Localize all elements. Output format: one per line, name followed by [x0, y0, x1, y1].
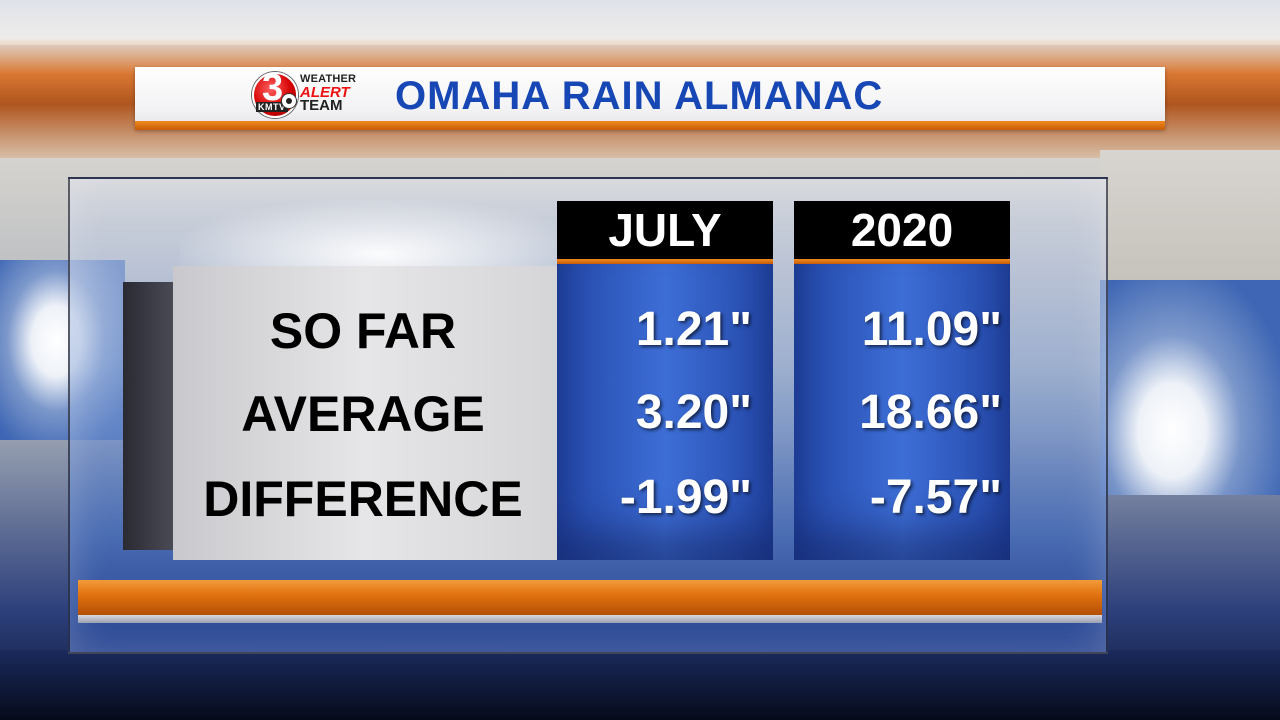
logo-wordmark: WEATHER ALERT TEAM: [300, 73, 357, 114]
logo-channel-number: 3: [262, 67, 284, 109]
row-label-average: AVERAGE: [241, 386, 485, 442]
header-bar: [135, 67, 1165, 129]
logo-station-name: KMTV: [256, 102, 288, 112]
logo-line-weather: WEATHER: [300, 73, 357, 85]
value-july-difference: -1.99": [619, 471, 752, 524]
background-panels: [1100, 150, 1280, 280]
row-label-so-far: SO FAR: [269, 303, 457, 359]
logo-line-team: TEAM: [300, 97, 343, 114]
column-header-july: JULY: [557, 201, 773, 259]
column-header-accent: [794, 259, 1010, 264]
value-2020-average: 18.66": [859, 386, 1002, 439]
value-july-so-far: 1.21": [635, 303, 752, 356]
column-header-2020: 2020: [794, 201, 1010, 259]
label-panel: [173, 266, 557, 560]
value-july-average: 3.20": [635, 386, 752, 439]
background-bottom: [0, 650, 1280, 720]
cbs-eye-icon: [281, 93, 297, 109]
column-body-2020: [794, 264, 1010, 560]
value-2020-so-far: 11.09": [861, 303, 1002, 356]
footer-strip: [78, 615, 1102, 623]
page-title: OMAHA RAIN ALMANAC: [395, 74, 884, 118]
column-header-accent: [557, 259, 773, 264]
label-panel-shadow: [123, 282, 173, 550]
background-top: [0, 0, 1280, 45]
column-body-july: [557, 264, 773, 560]
background-sky-right: [1100, 280, 1280, 495]
header-accent-stripe: [135, 121, 1165, 130]
station-logo: 3 KMTV WEATHER ALERT TEAM: [252, 67, 376, 118]
footer-accent-bar: [78, 580, 1102, 615]
value-2020-difference: -7.57": [869, 471, 1002, 524]
logo-line-alert: ALERT: [300, 84, 350, 101]
row-label-difference: DIFFERENCE: [203, 471, 523, 527]
